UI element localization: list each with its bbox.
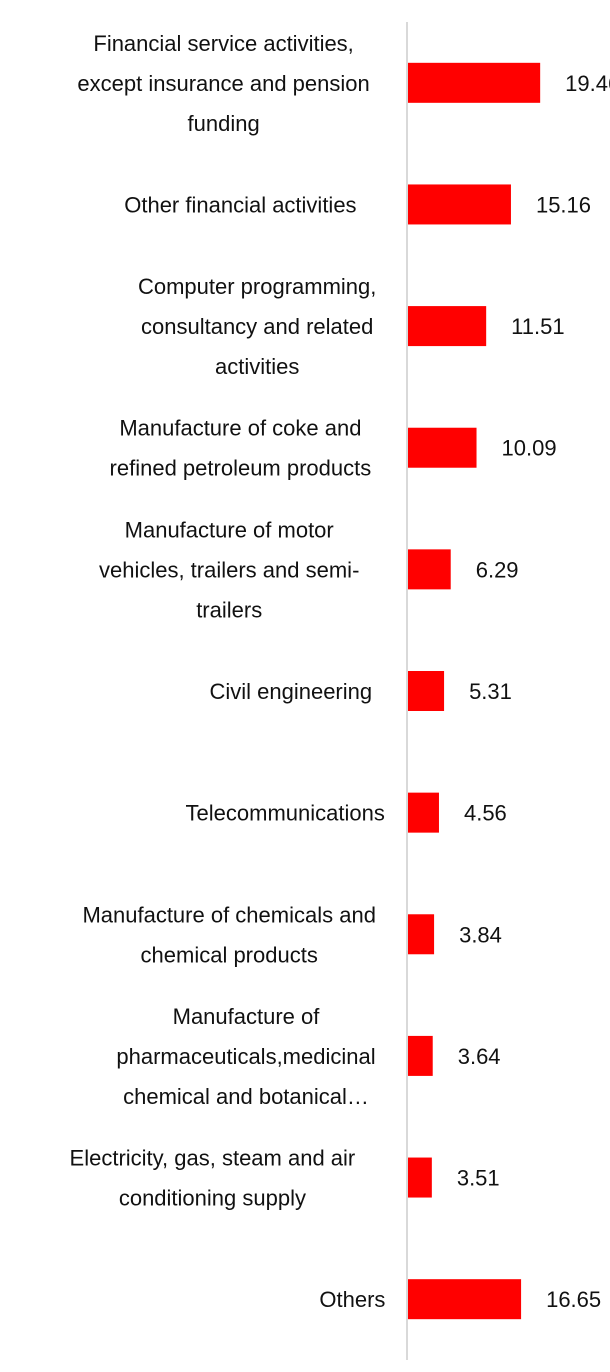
value-label: 6.29 bbox=[476, 557, 519, 582]
category-label: Civil engineering bbox=[209, 679, 372, 704]
category-label: Others bbox=[319, 1287, 385, 1312]
value-label: 15.16 bbox=[536, 192, 591, 217]
bar bbox=[408, 792, 439, 833]
category-label: Telecommunications bbox=[186, 801, 385, 826]
bar bbox=[408, 427, 477, 468]
category-labels-group: Financial service activities, except insu… bbox=[70, 31, 386, 1312]
category-label: Manufacture of motor vehicles, trailers a… bbox=[99, 517, 359, 622]
bars-group bbox=[408, 62, 541, 1320]
value-label: 10.09 bbox=[502, 436, 557, 461]
value-label: 11.51 bbox=[511, 314, 564, 339]
bar bbox=[408, 671, 445, 711]
value-label: 3.84 bbox=[459, 922, 502, 947]
bar bbox=[408, 1279, 522, 1320]
value-label: 5.31 bbox=[469, 679, 512, 704]
category-label: Computer programming, consultancy and rel… bbox=[138, 274, 376, 379]
value-label: 3.51 bbox=[457, 1166, 500, 1191]
bar bbox=[408, 62, 541, 103]
category-label: Financial service activities, except insu… bbox=[77, 31, 369, 136]
bar bbox=[408, 184, 511, 225]
value-label: 3.64 bbox=[458, 1044, 501, 1069]
value-labels-group: 19.46 15.16 11.51 10.09 6.29 5.31 4.56 3.84 3.64… bbox=[457, 71, 610, 1312]
value-label: 16.65 bbox=[546, 1287, 601, 1312]
category-label: Other financial activities bbox=[124, 192, 356, 217]
category-label: Manufacture of coke and refined petroleum… bbox=[110, 416, 372, 481]
category-label: Electricity, gas, steam and air condition… bbox=[70, 1146, 356, 1211]
bar bbox=[408, 306, 487, 347]
value-label: 19.46 bbox=[565, 71, 610, 96]
value-label: 4.56 bbox=[464, 801, 507, 826]
bar bbox=[408, 549, 451, 590]
bar bbox=[408, 914, 435, 955]
bar bbox=[408, 1157, 432, 1198]
category-label: Manufacture of pharmaceuticals,medicinal c… bbox=[116, 1004, 375, 1109]
bar bbox=[408, 1035, 433, 1076]
category-label: Manufacture of chemicals and chemical pro… bbox=[82, 902, 376, 967]
